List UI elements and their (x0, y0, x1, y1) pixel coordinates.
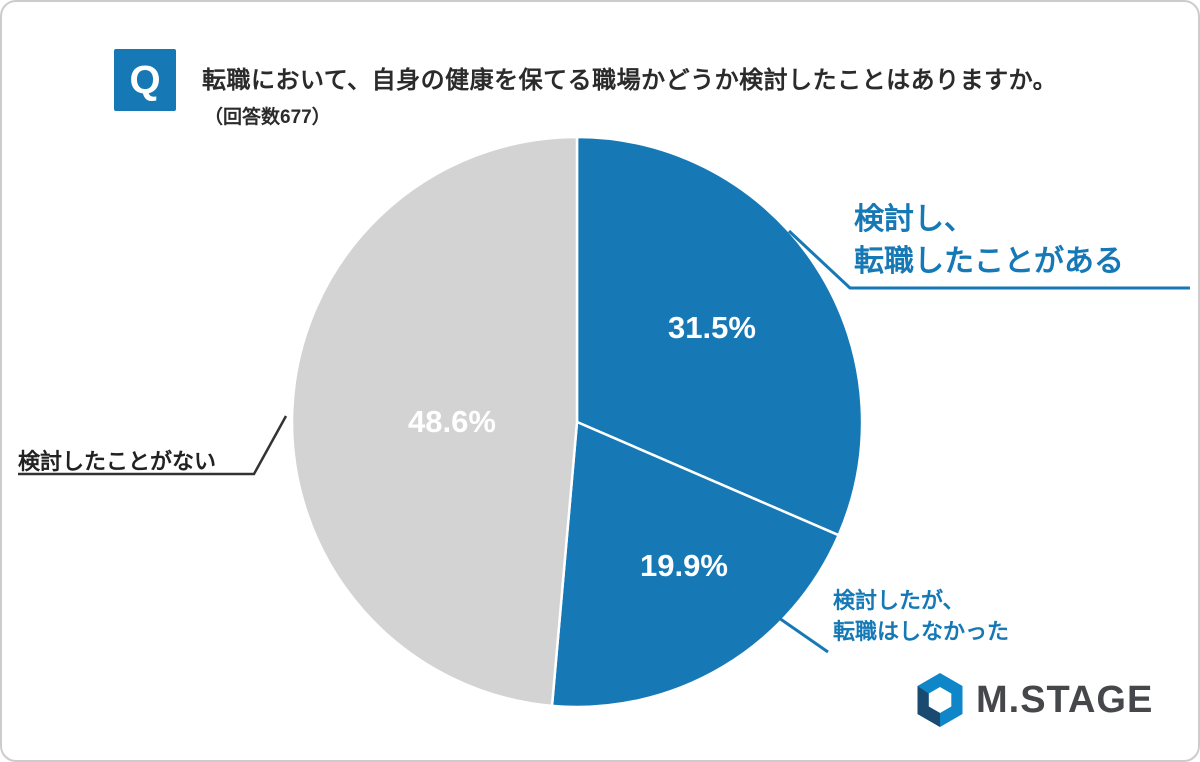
respondent-count: （回答数677） (204, 107, 331, 128)
hexagon-logo-icon (917, 673, 963, 727)
slice-label-considered-changed: 31.5% (668, 310, 756, 345)
pie-slices (290, 135, 864, 709)
brand-logo-text: M.STAGE (976, 678, 1154, 721)
slice-label-considered-not-changed: 19.9% (640, 548, 728, 583)
leader-line-considered-changed (787, 229, 1190, 290)
callout-considered-not-changed-line1: 検討したが、 (833, 588, 965, 613)
leader-line-considered-not-changed (778, 616, 829, 654)
callout-considered-changed-line1: 検討し、 (854, 203, 974, 236)
pie-slice-2 (290, 135, 579, 708)
brand-logo: M.STAGE (914, 672, 1153, 728)
callout-considered-changed-line2: 転職したことがある (854, 245, 1124, 278)
slice-label-never-considered: 48.6% (408, 404, 496, 439)
callout-never-considered: 検討したことがない (18, 449, 217, 474)
question-title: 転職において、自身の健康を保てる職場かどうか検討したことはありますか。 (202, 67, 1058, 94)
question-badge: Q (114, 49, 176, 111)
callout-considered-not-changed: 検討したが、 転職はしなかった (833, 586, 1009, 648)
callout-considered-changed: 検討し、 転職したことがある (854, 199, 1124, 283)
leader-line-never-considered (18, 415, 288, 476)
pie-slice-1 (550, 420, 840, 709)
callout-considered-not-changed-line2: 転職はしなかった (833, 618, 1010, 644)
pie-slice-0 (575, 135, 864, 537)
